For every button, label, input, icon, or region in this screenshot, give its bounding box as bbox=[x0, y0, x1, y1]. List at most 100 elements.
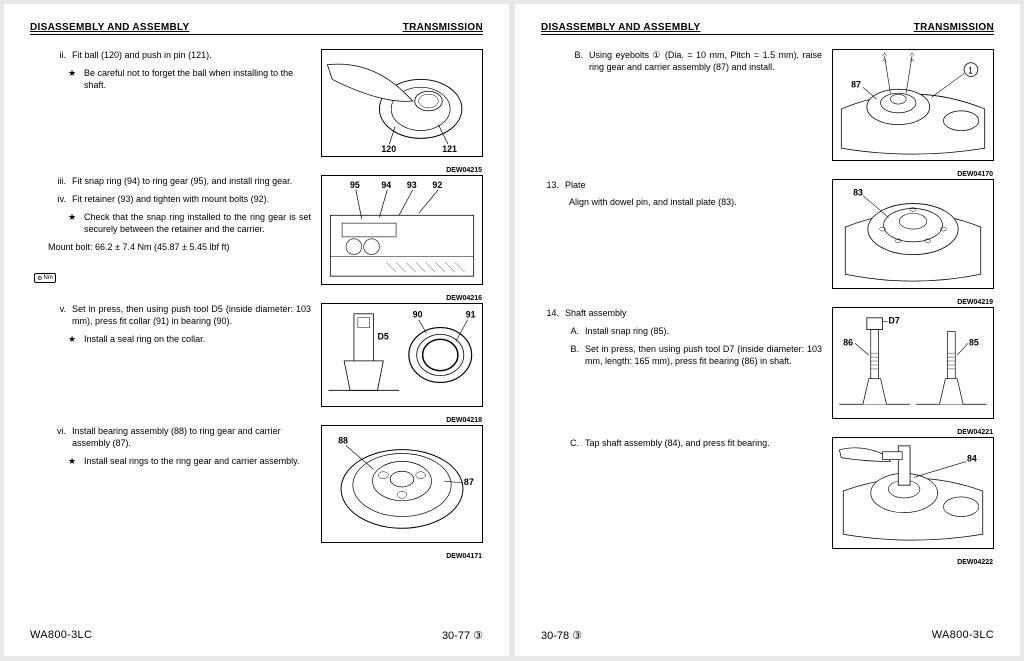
svg-text:95: 95 bbox=[350, 180, 360, 190]
step-number: iii. bbox=[48, 175, 66, 187]
svg-text:91: 91 bbox=[466, 310, 476, 320]
header-left: DISASSEMBLY AND ASSEMBLY bbox=[541, 22, 700, 33]
step-text: Fit ball (120) and push in pin (121). bbox=[72, 49, 212, 61]
section-number: 14. bbox=[541, 307, 559, 319]
note-text: Check that the snap ring installed to th… bbox=[84, 211, 311, 235]
note-text: Install a seal ring on the collar. bbox=[84, 333, 205, 345]
step-number: B. bbox=[569, 49, 583, 73]
figure-code: DEW04215 bbox=[445, 167, 483, 174]
text-column: C. Tap shaft assembly (84), and press fi… bbox=[541, 437, 822, 557]
footer-model: WA800-3LC bbox=[932, 629, 994, 642]
figure: 87 1 bbox=[832, 49, 994, 161]
page-header: DISASSEMBLY AND ASSEMBLY TRANSMISSION bbox=[541, 22, 994, 35]
step-row: 13. Plate Align with dowel pin, and inst… bbox=[541, 179, 994, 297]
step-v: v. Set in press, then using push tool D5… bbox=[48, 303, 311, 327]
step-b: B. Using eyebolts ① (Dia. = 10 mm, Pitch… bbox=[569, 49, 822, 73]
footer-model: WA800-3LC bbox=[30, 629, 92, 642]
page-footer: WA800-3LC 30-77 ③ bbox=[30, 621, 483, 642]
header-right: TRANSMISSION bbox=[914, 22, 994, 33]
step-iv: iv. Fit retainer (93) and tighten with m… bbox=[48, 193, 311, 205]
figure-wrapper: 95 94 93 92 bbox=[321, 175, 483, 293]
step-text: Fit snap ring (94) to ring gear (95), an… bbox=[72, 175, 292, 187]
footer-page: 30-78 ③ bbox=[541, 629, 582, 642]
icon-label: Nm bbox=[44, 275, 53, 281]
figure: 84 bbox=[832, 437, 994, 549]
page-right: DISASSEMBLY AND ASSEMBLY TRANSMISSION B.… bbox=[515, 4, 1020, 656]
star-icon: ★ bbox=[68, 211, 78, 235]
figure-wrapper: 120 121 DEW04215 bbox=[321, 49, 483, 165]
step-14a: A. Install snap ring (85). bbox=[565, 325, 822, 337]
page-left: DISASSEMBLY AND ASSEMBLY TRANSMISSION ii… bbox=[4, 4, 509, 656]
step-row: Nm iii. Fit snap ring (94) to ring gear … bbox=[30, 175, 483, 293]
step-row: vi. Install bearing assembly (88) to rin… bbox=[30, 425, 483, 551]
figure-wrapper: 84 DEW04222 bbox=[832, 437, 994, 557]
text-column: vi. Install bearing assembly (88) to rin… bbox=[30, 425, 311, 551]
figure: 86 D7 85 bbox=[832, 307, 994, 419]
figure-code: DEW04219 bbox=[956, 299, 994, 306]
svg-text:85: 85 bbox=[969, 337, 979, 347]
header-right: TRANSMISSION bbox=[403, 22, 483, 33]
step-number: v. bbox=[48, 303, 66, 327]
svg-text:90: 90 bbox=[413, 310, 423, 320]
svg-text:D5: D5 bbox=[377, 331, 388, 341]
figure-code: DEW04171 bbox=[445, 553, 483, 560]
svg-text:94: 94 bbox=[381, 180, 391, 190]
step-row: B. Using eyebolts ① (Dia. = 10 mm, Pitch… bbox=[541, 49, 994, 169]
note-text: Install seal rings to the ring gear and … bbox=[84, 455, 299, 467]
figure-code: DEW04216 bbox=[445, 295, 483, 302]
section-number: 13. bbox=[541, 179, 559, 191]
step-text: Install bearing assembly (88) to ring ge… bbox=[72, 425, 311, 449]
figure-code: DEW04218 bbox=[445, 417, 483, 424]
figure-wrapper: 86 D7 85 DEW04221 bbox=[832, 307, 994, 427]
step-vi: vi. Install bearing assembly (88) to rin… bbox=[48, 425, 311, 449]
svg-text:88: 88 bbox=[338, 436, 348, 446]
text-column: 13. Plate Align with dowel pin, and inst… bbox=[541, 179, 822, 297]
step-note: ★ Be careful not to forget the ball when… bbox=[68, 67, 311, 91]
step-ii: ii. Fit ball (120) and push in pin (121)… bbox=[48, 49, 311, 61]
step-text: Using eyebolts ① (Dia. = 10 mm, Pitch = … bbox=[589, 49, 822, 73]
figure-wrapper: 83 DEW04219 bbox=[832, 179, 994, 297]
page-body: ii. Fit ball (120) and push in pin (121)… bbox=[30, 35, 483, 621]
svg-text:87: 87 bbox=[851, 79, 861, 89]
svg-text:83: 83 bbox=[853, 188, 863, 198]
section-title: Shaft assembly bbox=[565, 307, 627, 319]
step-number: vi. bbox=[48, 425, 66, 449]
text-column: 14. Shaft assembly A. Install snap ring … bbox=[541, 307, 822, 427]
step-number: ii. bbox=[48, 49, 66, 61]
figure-code: DEW04222 bbox=[956, 559, 994, 566]
figure-code: DEW04170 bbox=[956, 171, 994, 178]
figure: 83 bbox=[832, 179, 994, 289]
callout-label: 120 bbox=[381, 144, 396, 154]
step-number: A. bbox=[565, 325, 579, 337]
header-left: DISASSEMBLY AND ASSEMBLY bbox=[30, 22, 189, 33]
step-note: ★ Install a seal ring on the collar. bbox=[68, 333, 311, 345]
step-number: C. bbox=[565, 437, 579, 449]
step-note: ★ Install seal rings to the ring gear an… bbox=[68, 455, 311, 467]
page-header: DISASSEMBLY AND ASSEMBLY TRANSMISSION bbox=[30, 22, 483, 35]
text-column: B. Using eyebolts ① (Dia. = 10 mm, Pitch… bbox=[541, 49, 822, 169]
star-icon: ★ bbox=[68, 455, 78, 467]
step-text: Fit retainer (93) and tighten with mount… bbox=[72, 193, 269, 205]
figure-wrapper: 87 1 DEW04170 bbox=[832, 49, 994, 169]
torque-icon: Nm bbox=[34, 273, 56, 283]
svg-text:93: 93 bbox=[407, 180, 417, 190]
star-icon: ★ bbox=[68, 333, 78, 345]
svg-text:1: 1 bbox=[968, 66, 973, 76]
figure: 88 87 bbox=[321, 425, 483, 543]
step-row: v. Set in press, then using push tool D5… bbox=[30, 303, 483, 415]
step-row: 14. Shaft assembly A. Install snap ring … bbox=[541, 307, 994, 427]
svg-text:84: 84 bbox=[967, 454, 977, 464]
figure-wrapper: D5 90 91 DEW04218 bbox=[321, 303, 483, 415]
step-14c: C. Tap shaft assembly (84), and press fi… bbox=[565, 437, 822, 449]
step-text: Set in press, then using push tool D5 (i… bbox=[72, 303, 311, 327]
note-text: Be careful not to forget the ball when i… bbox=[84, 67, 311, 91]
figure-code: DEW04221 bbox=[956, 429, 994, 436]
text-column: ii. Fit ball (120) and push in pin (121)… bbox=[30, 49, 311, 165]
step-row: C. Tap shaft assembly (84), and press fi… bbox=[541, 437, 994, 557]
figure: 95 94 93 92 bbox=[321, 175, 483, 285]
step-text: Tap shaft assembly (84), and press fit b… bbox=[585, 437, 770, 449]
step-iii: iii. Fit snap ring (94) to ring gear (95… bbox=[48, 175, 311, 187]
figure: 120 121 bbox=[321, 49, 483, 157]
step-row: ii. Fit ball (120) and push in pin (121)… bbox=[30, 49, 483, 165]
text-column: iii. Fit snap ring (94) to ring gear (95… bbox=[30, 175, 311, 293]
